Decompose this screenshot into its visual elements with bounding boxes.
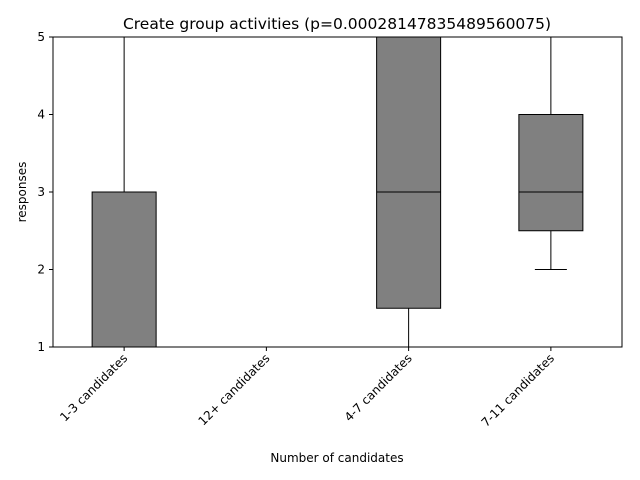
box-3 xyxy=(376,36,442,348)
y-tick-label: 4 xyxy=(37,108,45,122)
x-tick-label: 4-7 candidates xyxy=(342,351,415,424)
y-tick-label: 2 xyxy=(37,263,45,277)
box-body xyxy=(518,114,584,232)
y-axis: 1 2 3 4 5 xyxy=(37,30,53,354)
x-axis-label: Number of candidates xyxy=(270,451,403,465)
y-tick-label: 1 xyxy=(37,340,45,354)
y-axis-label: responses xyxy=(15,162,29,223)
box-4 xyxy=(518,36,584,270)
box-body xyxy=(376,36,442,309)
box-body xyxy=(91,191,157,348)
plot-area xyxy=(91,36,584,348)
x-tick-label: 12+ candidates xyxy=(195,351,272,428)
y-tick-label: 5 xyxy=(37,30,45,44)
x-tick-label: 7-11 candidates xyxy=(479,351,557,429)
y-tick-label: 3 xyxy=(37,185,45,199)
chart-title: Create group activities (p=0.00028147835… xyxy=(123,15,551,33)
x-axis: 1-3 candidates 12+ candidates 4-7 candidat… xyxy=(57,347,557,430)
x-tick-label: 1-3 candidates xyxy=(57,351,130,424)
box-1 xyxy=(91,36,157,348)
